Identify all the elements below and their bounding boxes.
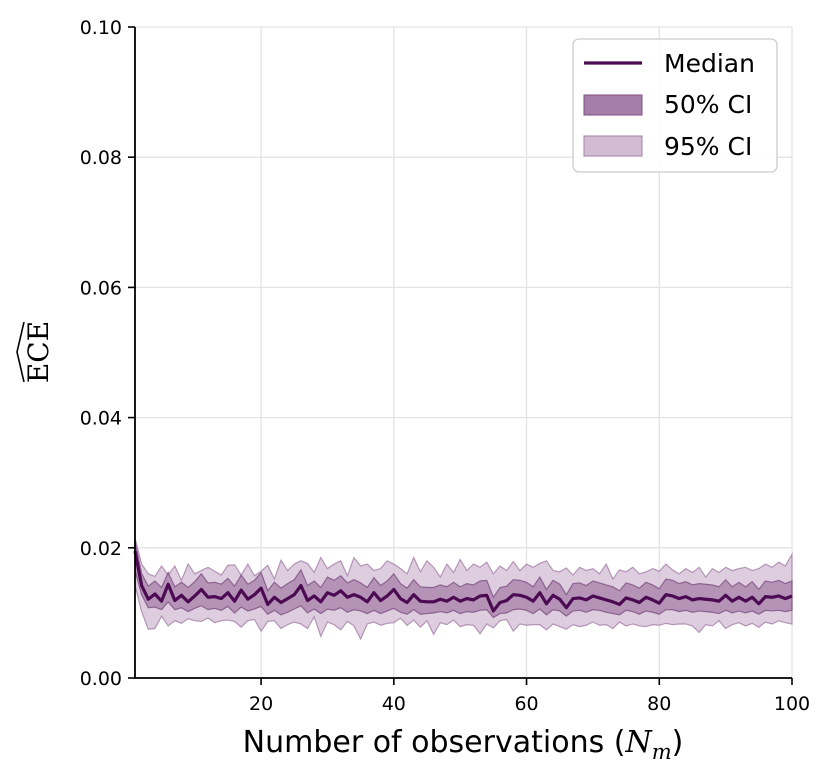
legend-ci95-label: 95% CI xyxy=(664,132,752,161)
y-axis-label: ECE xyxy=(22,321,55,383)
legend-ci50-swatch xyxy=(583,94,643,116)
legend-median-label: Median xyxy=(664,49,755,78)
x-tick-label-80: 80 xyxy=(647,693,671,715)
y-axis-label-group: ECE xyxy=(16,321,55,383)
x-tick-label-100: 100 xyxy=(774,693,810,715)
y-tick-label-0.08: 0.08 xyxy=(80,147,122,169)
median-line xyxy=(133,550,793,613)
x-axis-label: Number of observations (Nm) xyxy=(243,725,684,764)
y-tick-label-0.04: 0.04 xyxy=(80,408,122,430)
x-tick-label-60: 60 xyxy=(514,693,538,715)
x-tick-label-20: 20 xyxy=(249,693,273,715)
legend-ci50-label: 50% CI xyxy=(664,90,752,119)
tick-labels: 20 40 60 80 100 0.00 0.02 0.04 0.06 0.08 0.10 xyxy=(80,17,810,715)
axes xyxy=(134,27,792,679)
legend: Median 50% CI 95% CI xyxy=(572,38,778,173)
x-tick-label-40: 40 xyxy=(382,693,406,715)
median-line-layer xyxy=(133,550,793,613)
y-tick-label-0.10: 0.10 xyxy=(80,17,122,39)
legend-ci95-swatch xyxy=(583,135,643,157)
y-tick-label-0.02: 0.02 xyxy=(80,538,122,560)
y-tick-label-0.06: 0.06 xyxy=(80,277,122,299)
y-axis-label-hat xyxy=(16,321,25,383)
y-tick-label-0.00: 0.00 xyxy=(80,668,122,690)
